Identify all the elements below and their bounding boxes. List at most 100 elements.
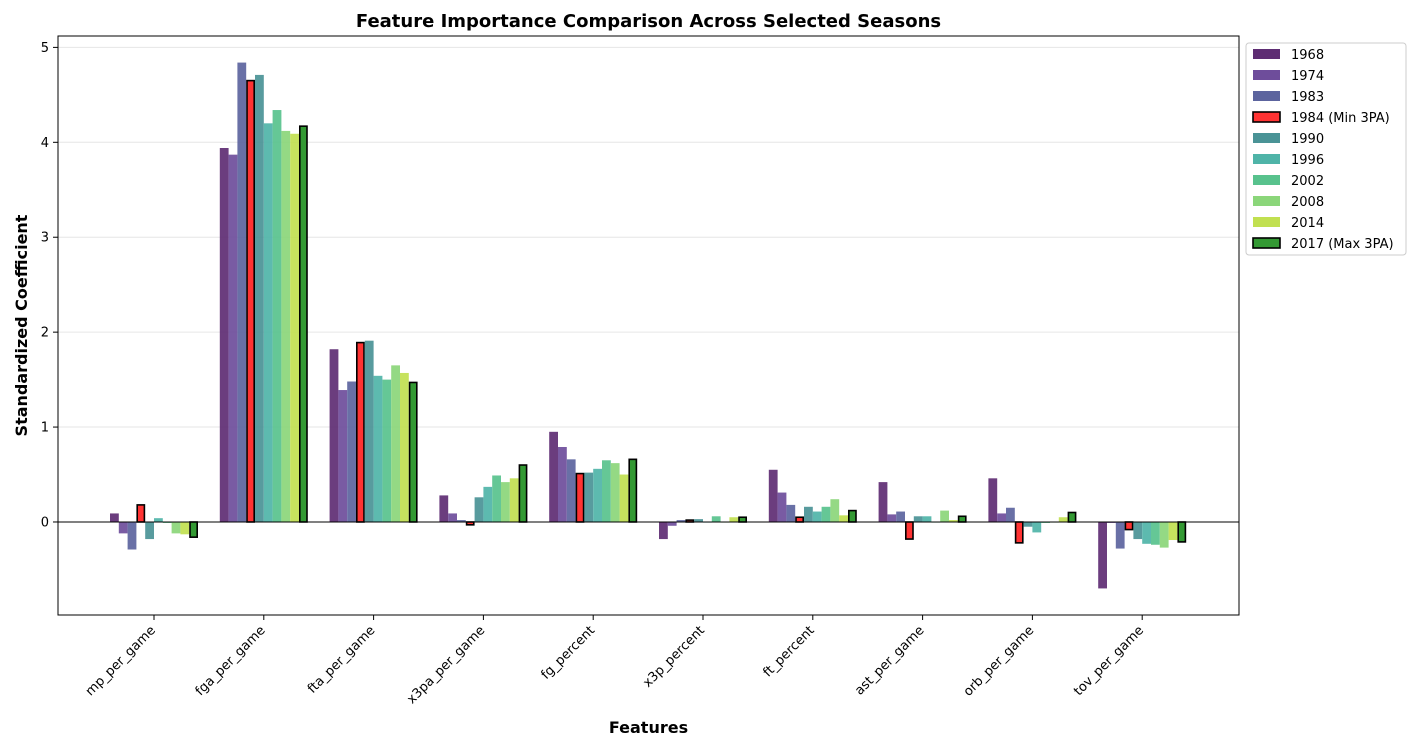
x-tick-label: fga_per_game xyxy=(193,623,269,699)
bar-1984-mp_per_game xyxy=(136,504,146,523)
bar-2017-ast_per_game xyxy=(957,515,967,523)
y-tick-label: 1 xyxy=(41,421,49,436)
x-axis: mp_per_game fga_per_game fta_per_game x3pa_… xyxy=(83,615,1147,707)
bar-1990-fta_per_game xyxy=(364,340,374,522)
bar-1996-mp_per_game xyxy=(154,518,163,522)
bar-1996-ast_per_game xyxy=(922,516,932,522)
bar-2008-fga_per_game xyxy=(281,130,291,522)
legend-label: 2008 xyxy=(1291,195,1324,210)
bar-2017-x3pa_per_game xyxy=(518,464,528,523)
bar-1983-ast_per_game xyxy=(896,511,905,522)
bar-1996-x3pa_per_game xyxy=(483,486,493,522)
bar-2014-fta_per_game xyxy=(400,372,409,522)
bar-1983-tov_per_game xyxy=(1115,521,1125,549)
bar-2014-mp_per_game xyxy=(180,521,190,535)
legend-swatch xyxy=(1252,111,1281,123)
legend-swatch xyxy=(1253,154,1280,164)
bar-1984-orb_per_game xyxy=(1014,521,1024,544)
bar-1974-fga_per_game xyxy=(228,154,238,522)
x-tick-label: ast_per_game xyxy=(852,623,927,698)
bar-2002-ft_percent xyxy=(821,506,831,522)
legend-box xyxy=(1245,42,1407,256)
bar-1974-x3pa_per_game xyxy=(448,513,457,522)
bar-1974-fg_percent xyxy=(558,446,567,522)
bar-1968-tov_per_game xyxy=(1098,521,1107,589)
legend-swatch xyxy=(1253,70,1280,80)
bar-1990-fga_per_game xyxy=(255,74,264,522)
x-axis-label: Features xyxy=(609,718,688,737)
plot-frame xyxy=(57,35,1240,616)
bar-1990-mp_per_game xyxy=(145,521,154,540)
legend-swatch xyxy=(1253,217,1280,227)
legend: 1968 1974 1983 1984 (Min 3PA) 1990 1996 2002 20… xyxy=(1245,42,1407,256)
legend-label: 1983 xyxy=(1291,90,1324,105)
legend-swatch xyxy=(1253,91,1280,101)
bar-1996-tov_per_game xyxy=(1142,521,1151,544)
bar-1996-fta_per_game xyxy=(373,375,383,522)
legend-label: 1968 xyxy=(1291,48,1324,63)
y-axis: 0 1 2 3 4 5 xyxy=(41,41,58,530)
bar-1990-x3p_percent xyxy=(694,519,703,522)
bar-2014-fg_percent xyxy=(619,474,629,522)
legend-label: 1990 xyxy=(1291,132,1324,147)
bar-1974-mp_per_game xyxy=(118,521,128,534)
bar-2017-ft_percent xyxy=(847,509,857,523)
bar-2002-fga_per_game xyxy=(272,110,282,522)
x-tick-label: orb_per_game xyxy=(961,623,1037,699)
bar-1974-fta_per_game xyxy=(338,390,348,522)
legend-label: 2002 xyxy=(1291,174,1324,189)
bar-2014-tov_per_game xyxy=(1168,521,1178,541)
bar-1968-fta_per_game xyxy=(329,349,339,522)
bar-1990-x3pa_per_game xyxy=(474,497,484,522)
bar-2014-orb_per_game xyxy=(1058,517,1068,522)
bar-2014-ast_per_game xyxy=(949,520,958,522)
bar-1983-x3p_percent xyxy=(676,520,686,522)
bar-1968-ast_per_game xyxy=(878,482,888,522)
legend-label: 1984 (Min 3PA) xyxy=(1291,111,1390,126)
bar-1968-orb_per_game xyxy=(988,478,998,522)
x-tick-label: mp_per_game xyxy=(83,623,159,699)
legend-swatch xyxy=(1252,237,1281,249)
bar-2002-tov_per_game xyxy=(1151,521,1160,545)
bar-2014-x3pa_per_game xyxy=(509,478,519,522)
legend-label: 2017 (Max 3PA) xyxy=(1291,237,1394,252)
bar-1984-tov_per_game xyxy=(1124,521,1134,531)
bar-2002-x3p_percent xyxy=(711,516,721,522)
bar-1968-x3pa_per_game xyxy=(439,495,449,522)
bar-layer xyxy=(110,62,1187,589)
bar-1990-orb_per_game xyxy=(1023,521,1033,527)
bar-1983-fg_percent xyxy=(566,459,576,522)
bar-1996-orb_per_game xyxy=(1032,521,1042,533)
bar-1996-ft_percent xyxy=(812,511,822,522)
bar-2017-tov_per_game xyxy=(1177,521,1187,543)
legend-swatch xyxy=(1253,175,1280,185)
bar-1990-ft_percent xyxy=(804,506,813,522)
bar-1996-fga_per_game xyxy=(263,123,273,522)
bar-2014-x3p_percent xyxy=(729,517,739,522)
bar-2008-mp_per_game xyxy=(171,521,181,534)
bar-2017-fg_percent xyxy=(628,458,638,523)
y-tick-label: 3 xyxy=(41,231,49,246)
bar-1968-fga_per_game xyxy=(219,148,229,522)
legend-label: 1974 xyxy=(1291,69,1324,84)
bar-1974-ast_per_game xyxy=(887,514,897,522)
x-tick-label: x3p_percent xyxy=(640,623,708,691)
bar-1983-mp_per_game xyxy=(127,521,137,550)
x-tick-label: tov_per_game xyxy=(1071,623,1147,699)
x-tick-label: ft_percent xyxy=(761,623,818,680)
bar-2017-x3p_percent xyxy=(738,516,747,523)
bar-2008-fg_percent xyxy=(610,463,620,522)
bar-1974-orb_per_game xyxy=(997,513,1006,522)
bar-2008-ast_per_game xyxy=(940,510,949,522)
y-axis-label: Standardized Coefficient xyxy=(12,214,31,436)
legend-label: 2014 xyxy=(1291,216,1324,231)
bar-1983-fta_per_game xyxy=(347,381,356,522)
bar-1974-x3p_percent xyxy=(667,521,677,526)
bar-1990-fg_percent xyxy=(584,472,594,522)
bar-2014-fga_per_game xyxy=(290,133,299,522)
bar-1983-orb_per_game xyxy=(1006,507,1015,522)
bar-2017-fga_per_game xyxy=(298,125,308,523)
bar-2017-fta_per_game xyxy=(408,381,418,523)
bar-1990-ast_per_game xyxy=(913,516,923,522)
